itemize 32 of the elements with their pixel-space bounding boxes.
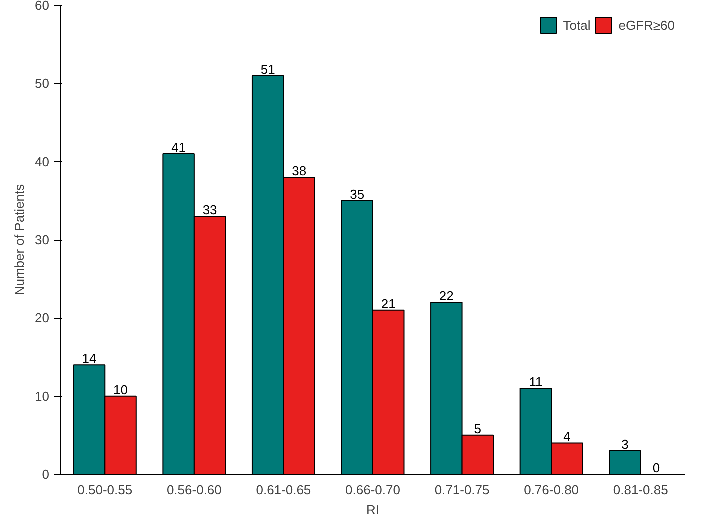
data-label: 33 (202, 202, 218, 218)
data-label: 21 (381, 296, 396, 312)
y-tick-label: 20 (35, 310, 50, 326)
data-label: 41 (172, 140, 186, 156)
data-label: 0 (652, 460, 660, 476)
legend-label: eGFR≥60 (618, 18, 675, 32)
data-label: 4 (564, 429, 571, 444)
y-tick-label: 40 (35, 154, 50, 170)
y-tick-label: 10 (35, 388, 50, 404)
legend-label: Total (563, 18, 591, 32)
x-tick-label: 0.61-0.65 (256, 482, 312, 498)
data-label: 5 (474, 421, 482, 436)
y-tick-label: 30 (35, 232, 50, 248)
data-label: 22 (439, 288, 454, 304)
x-tick-label: 0.76-0.80 (524, 482, 580, 498)
x-tick-label: 0.66-0.70 (346, 482, 400, 498)
y-axis-title: Number of Patients (12, 184, 28, 296)
y-tick-label: 50 (35, 76, 50, 92)
x-tick-label: 0.81-0.85 (613, 482, 668, 498)
x-tick-label: 0.71-0.75 (434, 482, 490, 498)
x-tick-label: 0.56-0.60 (166, 482, 222, 498)
y-tick-label: 0 (42, 467, 50, 482)
x-axis-title: RI (366, 502, 380, 518)
y-tick-label: 60 (35, 0, 50, 13)
data-label: 14 (82, 351, 97, 366)
data-label: 3 (622, 437, 629, 452)
data-label: 38 (292, 163, 307, 178)
data-label: 10 (114, 382, 128, 398)
data-label: 51 (260, 62, 276, 77)
data-label: 11 (529, 374, 543, 390)
x-tick-label: 0.50-0.55 (78, 482, 133, 498)
data-label: 35 (350, 186, 365, 202)
